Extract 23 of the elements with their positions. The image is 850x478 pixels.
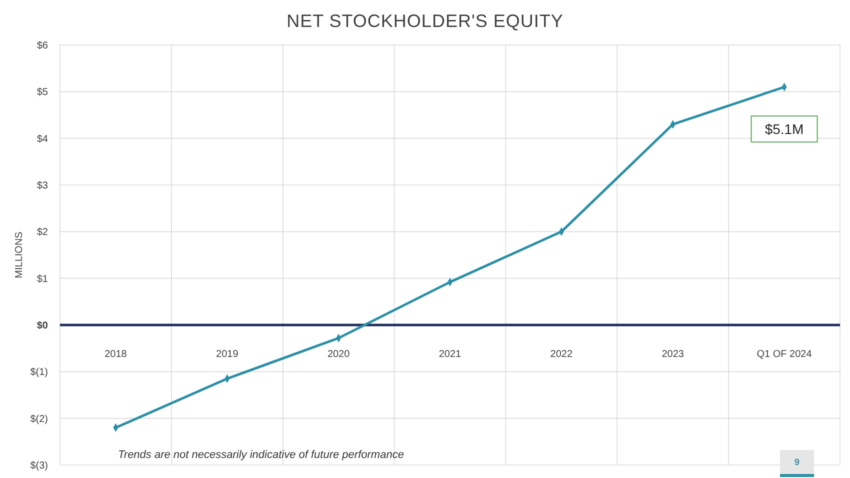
annotation: Trends are not necessarily indicative of future performance	[118, 449, 404, 461]
chart-title: NET STOCKHOLDER'S EQUITY	[286, 11, 564, 31]
annotation: $5.1M	[764, 120, 804, 137]
y-tick-label: $1	[36, 274, 48, 285]
y-tick-label: $2	[36, 227, 48, 238]
x-tick-label: 2022	[550, 349, 573, 360]
y-tick-label: $(3)	[30, 460, 48, 472]
y-tick-label: $(1)	[30, 367, 48, 378]
y-tick-label: $0	[36, 320, 48, 332]
y-tick-label: $(2)	[30, 414, 48, 425]
y-tick-label: $6	[36, 40, 48, 52]
y-tick-label: $3	[36, 180, 48, 192]
x-tick-label: 2023	[662, 349, 684, 360]
y-tick-label: $4	[36, 134, 48, 145]
annotation: 9	[794, 457, 800, 468]
x-tick-label: 2020	[327, 349, 350, 360]
page-number-box: 9	[780, 450, 814, 477]
y-tick-label: $5	[36, 87, 48, 98]
x-tick-label: Q1 OF 2024	[756, 349, 812, 360]
x-tick-label: 2019	[216, 349, 239, 360]
x-tick-label: 2018	[104, 349, 128, 360]
y-axis-title: MILLIONS	[14, 231, 25, 278]
x-tick-label: 2021	[438, 349, 462, 360]
